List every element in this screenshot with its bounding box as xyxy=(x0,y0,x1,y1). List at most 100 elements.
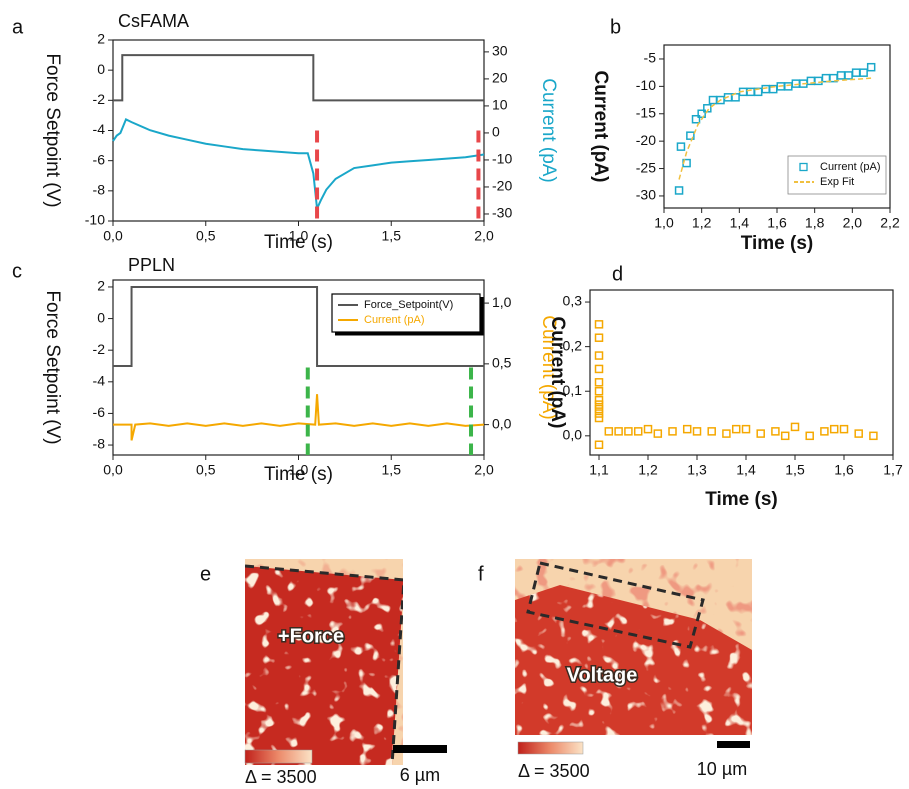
y2-axis-label: Current (pA) xyxy=(538,78,559,183)
chart-title: PPLN xyxy=(128,255,175,275)
data-point xyxy=(596,401,603,408)
y-tick-label: -8 xyxy=(93,182,106,198)
series-line xyxy=(113,394,484,440)
y-tick-label: -4 xyxy=(93,373,106,389)
figure: e +Force Δ = 3500 6 µm f Voltage Δ = 350… xyxy=(0,0,909,789)
y-axis-label: Current (pA) xyxy=(590,71,611,183)
data-point xyxy=(785,83,792,90)
x-tick-label: 0,0 xyxy=(103,462,123,478)
x-axis-label: Time (s) xyxy=(741,233,814,254)
legend-label: Current (pA) xyxy=(820,161,881,173)
x-tick-label: 1,6 xyxy=(767,215,787,231)
data-point xyxy=(596,388,603,395)
x-tick-label: 1,3 xyxy=(687,462,707,478)
data-point xyxy=(596,397,603,404)
data-point xyxy=(605,428,612,435)
x-tick-label: 2,0 xyxy=(843,215,863,231)
x-tick-label: 1,7 xyxy=(883,462,903,478)
data-point xyxy=(747,88,754,95)
legend-label: Exp Fit xyxy=(820,176,854,188)
panel-letter: c xyxy=(12,260,22,282)
data-point xyxy=(596,406,603,413)
map-region xyxy=(245,559,403,765)
panel-letter: a xyxy=(12,16,24,38)
x-tick-label: 1,0 xyxy=(654,215,674,231)
y-axis-label: Current (pA) xyxy=(547,317,568,429)
y-tick-label: -4 xyxy=(93,121,106,137)
data-point xyxy=(841,426,848,433)
data-point xyxy=(806,432,813,439)
y2-tick-label: 0,0 xyxy=(492,415,512,431)
data-point xyxy=(596,321,603,328)
scale-bar-label: 6 µm xyxy=(400,765,440,785)
colorbar-label: Δ = 3500 xyxy=(245,767,317,787)
data-point xyxy=(596,414,603,421)
colorbar xyxy=(518,742,583,754)
x-axis-label: Time (s) xyxy=(264,464,333,485)
data-point xyxy=(845,72,852,79)
y2-tick-label: -20 xyxy=(492,178,512,194)
data-point xyxy=(596,441,603,448)
data-point xyxy=(694,428,701,435)
data-point xyxy=(669,428,676,435)
data-point xyxy=(615,428,622,435)
data-point xyxy=(855,430,862,437)
data-point xyxy=(596,352,603,359)
plot-frame xyxy=(113,40,484,221)
data-point xyxy=(645,426,652,433)
data-point xyxy=(870,432,877,439)
colorbar xyxy=(245,750,312,763)
data-point xyxy=(684,426,691,433)
y-tick-label: 2 xyxy=(97,278,105,294)
x-tick-label: 0,0 xyxy=(103,228,123,244)
x-tick-label: 2,0 xyxy=(474,462,494,478)
y-tick-label: -6 xyxy=(93,404,106,420)
x-tick-label: 2,2 xyxy=(880,215,900,231)
y-tick-label: -8 xyxy=(93,436,106,452)
data-point xyxy=(853,69,860,76)
data-point xyxy=(723,430,730,437)
data-point xyxy=(757,430,764,437)
y-tick-label: -2 xyxy=(93,341,106,357)
scale-bar-label: 10 µm xyxy=(697,759,747,779)
y-tick-label: 0,0 xyxy=(563,427,583,443)
x-tick-label: 2,0 xyxy=(474,228,494,244)
x-tick-label: 0,5 xyxy=(196,462,216,478)
y-axis-label: Force Setpoint (V) xyxy=(42,290,63,444)
x-axis-label: Time (s) xyxy=(264,232,333,253)
force-map xyxy=(245,559,404,765)
colorbar-label: Δ = 3500 xyxy=(518,761,590,781)
x-tick-label: 1,6 xyxy=(834,462,854,478)
x-tick-label: 1,8 xyxy=(805,215,825,231)
panel-letter: b xyxy=(610,16,621,38)
map-texture xyxy=(245,559,403,765)
x-tick-label: 1,5 xyxy=(382,462,402,478)
data-point xyxy=(821,428,828,435)
scale-bar xyxy=(717,741,750,748)
y-axis-label: Force Setpoint (V) xyxy=(42,53,63,207)
data-point xyxy=(709,97,716,104)
panel-letter: e xyxy=(200,563,211,585)
data-point xyxy=(596,379,603,386)
y-tick-label: -30 xyxy=(636,187,656,203)
y-tick-label: -15 xyxy=(636,104,656,120)
legend-label: Current (pA) xyxy=(364,314,425,326)
x-tick-label: 1,4 xyxy=(730,215,750,231)
y2-tick-label: 0,5 xyxy=(492,355,512,371)
y2-tick-label: -30 xyxy=(492,205,512,221)
series-line xyxy=(113,119,484,208)
series-line xyxy=(113,55,484,100)
y-tick-label: -6 xyxy=(93,151,106,167)
data-point xyxy=(733,426,740,433)
data-point xyxy=(708,428,715,435)
data-point xyxy=(838,72,845,79)
data-point xyxy=(677,143,684,150)
y2-tick-label: 0 xyxy=(492,124,500,140)
y-tick-label: -10 xyxy=(85,212,105,228)
x-tick-label: 1,4 xyxy=(736,462,756,478)
data-point xyxy=(635,428,642,435)
y2-tick-label: -10 xyxy=(492,151,512,167)
y-tick-label: 0,3 xyxy=(563,293,583,309)
y-tick-label: -10 xyxy=(636,77,656,93)
data-point xyxy=(868,64,875,71)
